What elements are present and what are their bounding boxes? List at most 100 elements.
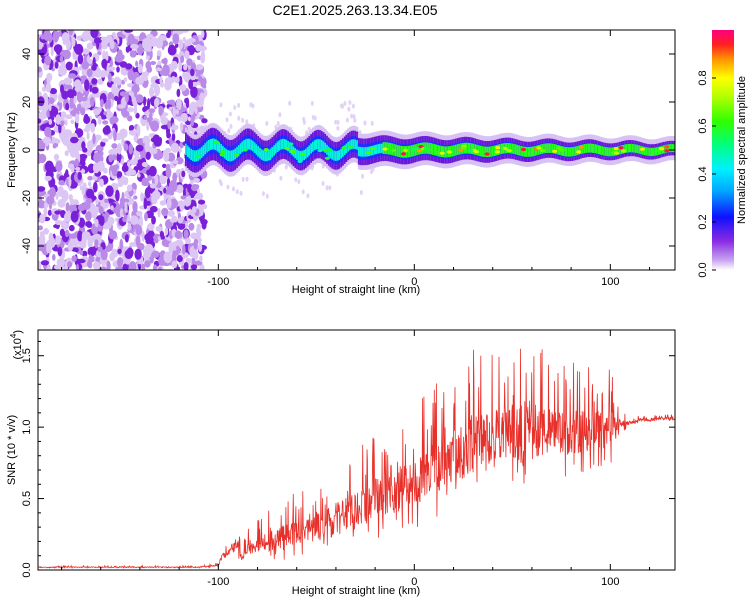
spectrogram-band-core [643,146,646,156]
spectrogram-band-core [453,145,456,157]
spectrogram-noise-cell [88,254,93,265]
spectrogram-noise-cell [42,136,52,144]
spectrogram-noise-cell [121,164,129,173]
spectrogram-noise-cell [103,111,107,116]
spectrogram-scatter-cell [219,102,223,108]
spectrogram-x-ticks: -100 0 100 [61,30,651,288]
spectrogram-noise-cell [38,42,43,50]
spectrogram-scatter-cell [233,105,237,111]
spectrogram-noise-cell [166,132,172,139]
spectrogram-band-core [495,145,498,156]
spectrogram-hotspot [659,147,665,151]
spectrogram-band-core [541,144,544,154]
spectrogram-band-core [507,143,510,154]
spectrogram-band-core [239,143,242,154]
spectrogram-scatter-cell [350,113,354,119]
colorbar-tick-label: 0.6 [697,118,709,133]
snr-series-line [38,348,675,569]
spectrogram-band-core [585,143,588,153]
spectrogram-band-core [225,149,228,160]
spectrogram-noise-cell [64,229,70,238]
spectrogram-band-core [402,146,405,158]
spectrogram-band-core [188,147,191,159]
spectrogram-noise-cell [100,266,107,270]
spectrogram-noise-cell [151,190,161,200]
spectrogram-noise-cell [46,242,50,254]
spectrogram-scatter-cell [363,120,367,126]
spectrogram-noise-cell [135,144,144,152]
spectrogram-noise-cell [81,60,90,70]
spectrogram-noise-cell [74,247,79,253]
spectrogram-noise-cell [195,44,202,52]
spectrogram-band-core [573,146,576,157]
spectrogram-noise-cell [91,86,99,94]
spectrogram-noise-cell [181,170,186,178]
spectrogram-noise-cell [125,63,133,70]
spectrogram-band-core [601,146,604,156]
spectrogram-noise-cell [146,121,150,131]
spectrogram-noise-cell [196,55,202,61]
spectrogram-hotspot [613,151,620,155]
spectrogram-band-core [237,145,241,156]
spectrogram-scatter-cell [284,164,288,170]
spectrogram-noise-cell [149,37,158,48]
spectrogram-noise-cell [66,137,70,146]
spectrogram-noise-cell [200,78,206,87]
snr-y-tick-label: 0.5 [21,491,33,506]
spectrogram-band-core [587,143,590,153]
spectrogram-noise-cell [38,225,43,231]
spectrogram-noise-cell [195,64,204,71]
snr-x-tick-label: -100 [207,576,229,588]
spectrogram-band-core [290,144,293,155]
spectrogram-noise-cell [53,264,62,270]
spectrogram-band-core [569,147,572,157]
spectrogram-noise-cell [119,128,128,139]
spectrogram-noise-cell [71,141,79,154]
spectrogram-band-core [305,148,308,159]
spectrogram-y-tick-label: 40 [21,48,33,60]
spectrogram-noise-cell [182,186,186,199]
spectrogram-hotspot [317,148,323,153]
spectrogram-noise-cell [176,98,182,109]
spectrogram-band-core [253,142,256,153]
spectrogram-band-core [440,145,443,157]
spectrogram-noise-cell [111,166,118,177]
spectrogram-band-core [650,147,653,157]
spectrogram-noise-cell [110,205,114,210]
spectrogram-band-core [405,146,408,158]
spectrogram-scatter-cell [310,100,314,106]
spectrogram-noise-cell [201,30,205,39]
spectrogram-band-core [567,147,570,157]
spectrogram-noise-cell [119,208,124,219]
spectrogram-noise-cell [133,134,138,143]
spectrogram-noise-cell [161,239,169,247]
spectrogram-band-core [361,147,364,157]
spectrogram-noise-cell [119,91,127,97]
snr-exponent: (x104) [9,330,24,360]
spectrogram-noise-cell [38,112,46,118]
spectrogram-noise-cell [124,30,134,33]
spectrogram-scatter-cell [235,189,239,195]
spectrogram-noise-cell [65,202,70,212]
chart-title: C2E1.2025.263.13.34.E05 [272,2,437,18]
spectrogram-scatter-cell [232,186,235,192]
spectrogram-band-core [483,146,486,157]
spectrogram-noise-cell [48,103,52,112]
spectrogram-band-core [581,144,585,154]
spectrogram-noise-cell [55,160,63,172]
spectrogram-noise-cell [107,98,112,110]
spectrogram-band-core [469,143,472,154]
spectrogram-noise-cell [108,154,114,163]
spectrogram-band-core [368,146,371,156]
spectrogram-noise-cell [133,86,138,98]
snr-frame [37,329,676,571]
spectrogram-noise-cell [179,84,187,92]
spectrogram-hotspot [575,150,582,154]
spectrogram-noise-cell [44,126,52,138]
spectrogram-scatter-cell [307,126,311,132]
spectrogram-noise-cell [201,220,207,230]
spectrogram-noise-cell [70,210,79,223]
spectrogram-y-ticks: -40 -20 0 20 40 [21,48,675,254]
snr-x-tick-label: 0 [411,576,417,588]
spectrogram-noise-cell [149,183,157,189]
